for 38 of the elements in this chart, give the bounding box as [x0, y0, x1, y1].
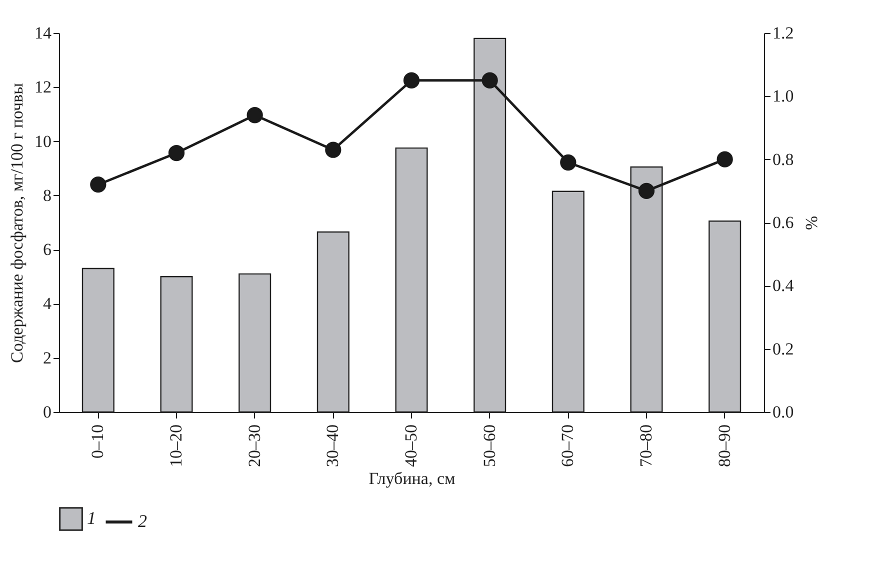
y-tick-label: 6: [43, 240, 52, 260]
x-tick-label: 10–20: [166, 424, 186, 467]
y-axis-title: Содержание фосфатов, мг/100 г почвы: [8, 82, 26, 363]
y2-tick-label: 0.6: [772, 213, 794, 232]
y2-tick-label: 1.2: [772, 24, 794, 42]
legend-label: 2: [138, 511, 147, 531]
point: [90, 176, 106, 193]
point: [560, 154, 576, 171]
y-tick-label: 14: [34, 24, 52, 42]
x-tick-label: 0–10: [88, 424, 108, 458]
point: [482, 72, 498, 88]
y-tick-label: 8: [43, 186, 52, 205]
y-tick-label: 4: [43, 294, 52, 314]
y-tick-label: 2: [43, 348, 52, 368]
x-tick-label: 70–80: [636, 424, 656, 467]
y2-tick-label: 0.0: [772, 402, 794, 422]
x-tick-label: 50–60: [480, 424, 499, 467]
point: [403, 72, 420, 88]
y-tick-label: 0: [43, 402, 52, 422]
x-axis-title: Глубина, см: [368, 469, 456, 488]
point: [638, 182, 655, 199]
x-tick-label: 40–50: [402, 424, 420, 467]
y2-tick-label: 0.2: [772, 339, 794, 358]
point: [325, 142, 342, 158]
y2-tick-label: 0.4: [772, 276, 794, 296]
y-tick-label: 12: [34, 78, 52, 97]
x-tick-label: 60–70: [558, 424, 578, 467]
y-tick-label: 10: [34, 132, 52, 151]
y2-tick-label: 1.0: [772, 86, 794, 106]
point: [168, 144, 185, 162]
point: [716, 151, 733, 168]
legend-label: 1: [87, 508, 96, 528]
y2-tick-label: 0.8: [772, 150, 794, 169]
point: [246, 107, 263, 124]
x-tick-label: 80–90: [714, 424, 734, 467]
x-tick-label: 30–40: [323, 424, 342, 467]
y2-axis-title: %: [802, 216, 821, 230]
x-tick-label: 20–30: [244, 424, 264, 467]
